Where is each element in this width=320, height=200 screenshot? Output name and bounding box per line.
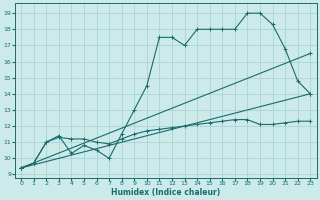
- X-axis label: Humidex (Indice chaleur): Humidex (Indice chaleur): [111, 188, 220, 197]
